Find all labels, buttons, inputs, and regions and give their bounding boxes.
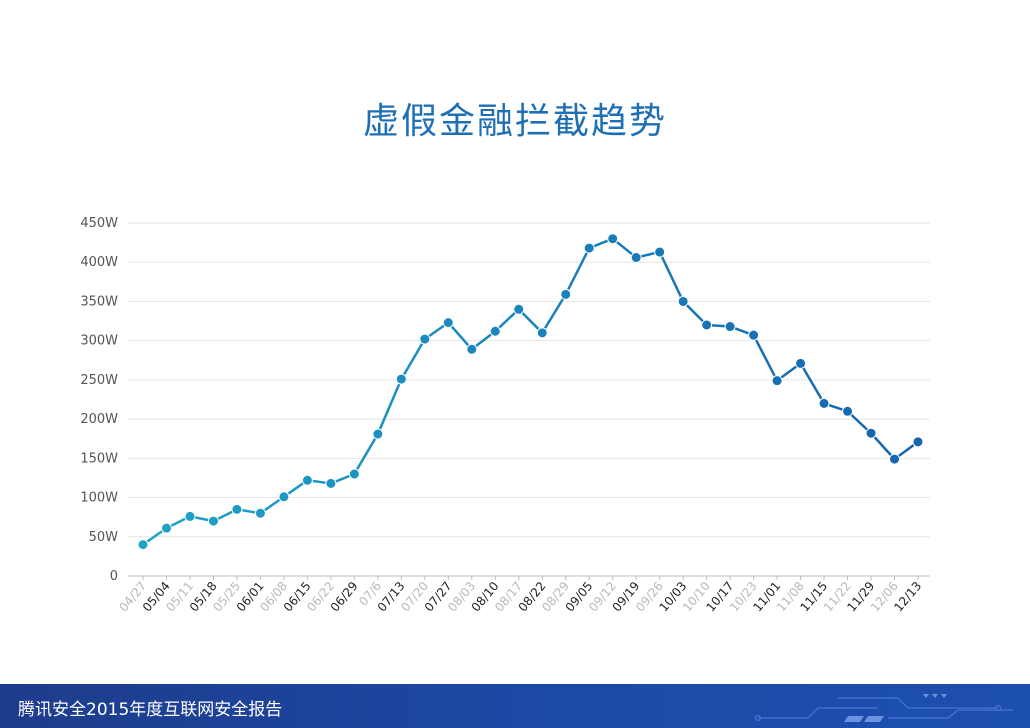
data-point — [348, 468, 360, 480]
data-point — [560, 288, 572, 300]
data-point — [184, 510, 196, 522]
data-point — [160, 522, 172, 534]
chart-title: 虚假金融拦截趋势 — [362, 101, 667, 142]
data-point — [442, 317, 454, 329]
data-point — [278, 491, 290, 503]
data-point — [677, 295, 689, 307]
data-point — [818, 397, 830, 409]
y-tick-label: 0 — [110, 569, 118, 584]
y-tick-label: 100W — [80, 491, 118, 506]
circuit-decoration — [754, 694, 1013, 722]
data-point — [207, 515, 219, 527]
data-point — [489, 325, 501, 337]
y-tick-label: 200W — [80, 412, 118, 427]
data-point — [842, 405, 854, 417]
data-points — [137, 233, 924, 551]
data-point — [137, 539, 149, 551]
y-tick-label: 400W — [80, 255, 118, 270]
data-point — [231, 503, 243, 515]
data-point — [301, 474, 313, 486]
y-tick-label: 300W — [80, 334, 118, 349]
data-point — [419, 333, 431, 345]
data-point — [630, 252, 642, 264]
gridlines — [128, 222, 930, 538]
data-point — [372, 428, 384, 440]
y-tick-label: 250W — [80, 373, 118, 388]
data-point — [912, 436, 924, 448]
data-point — [865, 427, 877, 439]
y-tick-label: 50W — [89, 530, 119, 545]
data-point — [395, 373, 407, 385]
data-point — [466, 343, 478, 355]
data-point — [325, 477, 337, 489]
data-point — [607, 233, 619, 245]
series-line — [142, 237, 919, 546]
data-point — [513, 303, 525, 315]
data-point — [724, 321, 736, 333]
data-point — [748, 329, 760, 341]
footer-bar: 腾讯安全2015年度互联网安全报告 — [0, 684, 1030, 728]
data-point — [536, 327, 548, 339]
y-tick-label: 350W — [80, 294, 118, 309]
x-tick-labels: 04/2705/0405/1105/1805/2506/0106/0806/15… — [116, 579, 924, 614]
data-point — [254, 507, 266, 519]
series-line-path — [142, 237, 919, 546]
data-point — [583, 242, 595, 254]
data-point — [654, 246, 666, 258]
y-tick-label: 150W — [80, 451, 118, 466]
data-point — [771, 375, 783, 387]
axes — [128, 575, 930, 580]
data-point — [889, 453, 901, 465]
data-point — [701, 319, 713, 331]
line-chart: 0 50W 100W 150W 200W 250W 300W 350W 400W 450W 04/… — [80, 216, 930, 614]
y-tick-label: 450W — [80, 216, 118, 231]
y-tick-labels: 0 50W 100W 150W 200W 250W 300W 350W 400W 450W — [80, 216, 118, 584]
data-point — [795, 357, 807, 369]
footer-report-title: 腾讯安全2015年度互联网安全报告 — [18, 700, 283, 720]
